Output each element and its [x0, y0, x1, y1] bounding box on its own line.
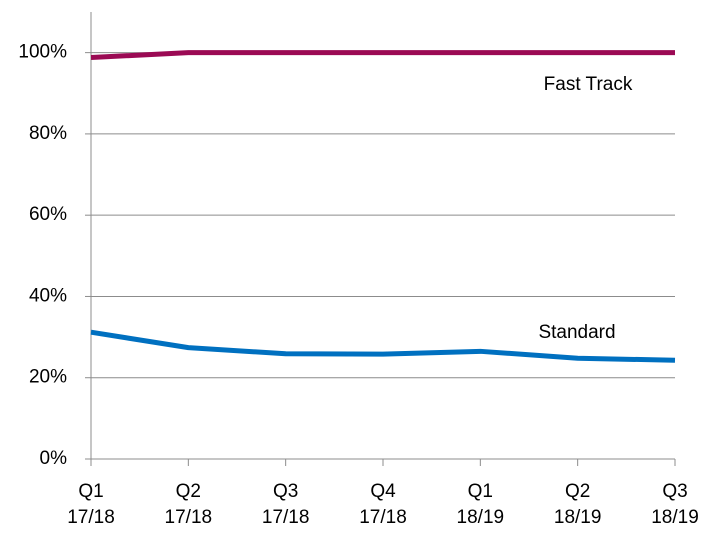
y-tick-label: 60% [29, 204, 67, 225]
x-tick-label: Q3 18/19 [651, 481, 699, 528]
y-tick-label: 0% [40, 448, 68, 469]
y-tick-label: 20% [29, 367, 67, 388]
x-tick-label: Q1 18/19 [456, 481, 505, 528]
x-tick-label: Q3 17/18 [261, 481, 310, 528]
series-line [90, 329, 676, 363]
series-line [90, 50, 675, 61]
y-tick-label: 100% [18, 42, 67, 63]
y-tick-label: 40% [29, 285, 67, 306]
x-tick-label: Q4 17/18 [359, 481, 407, 528]
series-label: Fast Track [544, 74, 633, 95]
y-tick-label: 80% [29, 123, 67, 144]
x-tick-label: Q2 18/19 [553, 481, 602, 528]
series-label: Standard [538, 322, 615, 343]
x-tick-label: Q1 17/18 [67, 481, 115, 528]
x-tick-label: Q2 17/18 [164, 481, 213, 528]
